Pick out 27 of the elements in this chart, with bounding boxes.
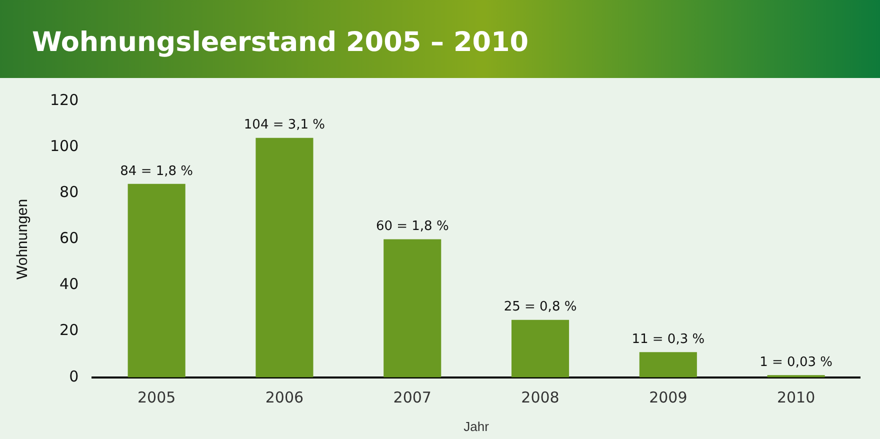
data-label: 104 = 3,1 % <box>244 118 326 133</box>
data-label: 25 = 0,8 % <box>504 300 577 315</box>
data-label: 60 = 1,8 % <box>376 219 449 234</box>
bar <box>256 138 314 378</box>
x-tick-label: 2005 <box>137 388 176 406</box>
y-tick-label: 40 <box>60 275 79 294</box>
bar <box>639 352 697 378</box>
y-tick-label: 20 <box>60 321 79 340</box>
y-tick-label: 0 <box>69 367 79 386</box>
x-tick-label: 2009 <box>649 388 688 406</box>
x-axis-title: Jahr <box>464 418 490 434</box>
y-tick-label: 60 <box>60 229 79 248</box>
y-tick-label: 80 <box>60 183 79 202</box>
y-tick-label: 100 <box>50 136 79 155</box>
chart-title: Wohnungsleerstand 2005 – 2010 <box>0 0 880 78</box>
y-axis-title: Wohnungen <box>14 198 32 280</box>
bar <box>384 239 442 378</box>
data-label: 84 = 1,8 % <box>120 164 194 179</box>
data-label: 11 = 0,3 % <box>632 332 705 347</box>
x-tick-label: 2008 <box>521 388 560 406</box>
x-tick-label: 2007 <box>393 388 432 406</box>
bar <box>511 320 570 378</box>
data-label: 1 = 0,03 % <box>760 354 832 370</box>
y-tick-label: 120 <box>50 90 79 109</box>
bar <box>128 184 186 378</box>
x-tick-label: 2010 <box>776 388 816 406</box>
x-tick-label: 2006 <box>265 388 304 406</box>
